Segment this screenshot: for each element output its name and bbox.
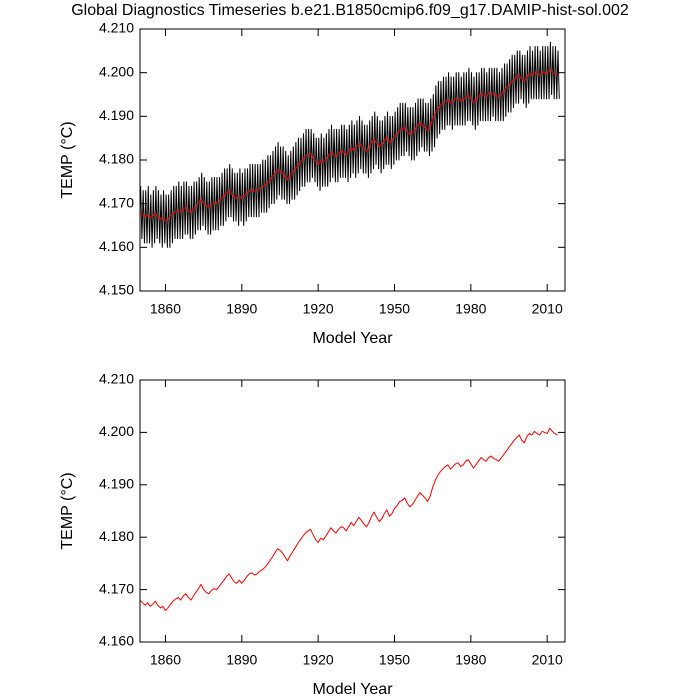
- data-line: [139, 427, 558, 612]
- plot-frame: [139, 379, 566, 643]
- y-tick-label: 4.210: [99, 20, 134, 36]
- x-tick-label: 1950: [379, 301, 410, 317]
- x-tick-label: 1980: [455, 301, 486, 317]
- y-tick-label: 4.160: [99, 633, 134, 649]
- x-tick-label: 1950: [379, 652, 410, 668]
- data-line: [139, 68, 558, 222]
- x-axis-title: Model Year: [312, 330, 393, 347]
- y-axis-title: TEMP (°C): [59, 121, 76, 198]
- y-tick-label: 4.190: [99, 107, 134, 123]
- x-tick-label: 1920: [303, 301, 334, 317]
- x-tick-label: 1920: [303, 652, 334, 668]
- x-tick-label: 1860: [150, 652, 181, 668]
- y-tick-label: 4.170: [99, 580, 134, 596]
- y-tick-label: 4.180: [99, 528, 134, 544]
- x-tick-label: 2010: [532, 301, 563, 317]
- x-tick-label: 1890: [226, 652, 257, 668]
- y-tick-label: 4.180: [99, 151, 134, 167]
- y-tick-label: 4.200: [99, 423, 134, 439]
- y-tick-label: 4.200: [99, 63, 134, 79]
- y-axis-title: TEMP (°C): [59, 472, 76, 549]
- y-tick-label: 4.210: [99, 371, 134, 387]
- y-tick-label: 4.190: [99, 476, 134, 492]
- y-tick-label: 4.160: [99, 238, 134, 254]
- x-axis-title: Model Year: [312, 681, 393, 698]
- x-tick-label: 2010: [532, 652, 563, 668]
- y-tick-label: 4.150: [99, 282, 134, 298]
- x-tick-label: 1980: [455, 652, 486, 668]
- data-line: [140, 41, 560, 248]
- x-tick-label: 1890: [226, 301, 257, 317]
- y-tick-label: 4.170: [99, 194, 134, 210]
- x-tick-label: 1860: [150, 301, 181, 317]
- chart-title: Global Diagnostics Timeseries b.e21.B185…: [71, 2, 629, 19]
